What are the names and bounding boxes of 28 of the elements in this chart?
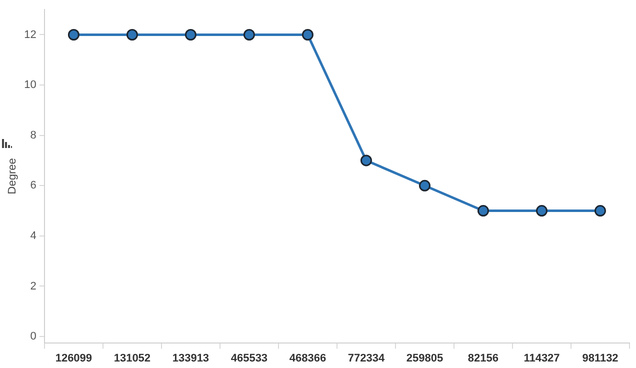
y-tick-label: 2 bbox=[30, 280, 36, 292]
point bbox=[594, 205, 606, 217]
point bbox=[418, 180, 430, 192]
x-tick-label: 133913 bbox=[172, 352, 210, 364]
y-tick-label: 10 bbox=[24, 79, 36, 92]
x-tick-label: 82156 bbox=[468, 352, 499, 364]
y-tick-label: 0 bbox=[30, 330, 36, 343]
y-axis-title: Degree bbox=[6, 158, 19, 194]
x-tick-label: 259805 bbox=[406, 352, 444, 364]
point bbox=[126, 28, 138, 40]
x-tick-label: 468366 bbox=[289, 352, 326, 364]
point bbox=[243, 28, 255, 40]
x-tick-label: 465533 bbox=[230, 352, 268, 364]
y-tick-label: 6 bbox=[30, 180, 36, 192]
x-tick-label: 126099 bbox=[55, 352, 92, 364]
y-tick-label: 8 bbox=[30, 129, 36, 142]
y-tick-label: 12 bbox=[24, 28, 36, 41]
x-tick-label: 114327 bbox=[524, 352, 560, 364]
y-tick-label: 4 bbox=[30, 230, 36, 242]
x-tick-label: 772334 bbox=[348, 352, 386, 364]
x-tick-label: 981132 bbox=[582, 352, 618, 364]
point bbox=[536, 205, 548, 217]
point bbox=[68, 28, 80, 40]
point bbox=[302, 28, 314, 40]
point bbox=[184, 28, 196, 40]
point bbox=[477, 205, 489, 217]
point bbox=[360, 154, 372, 166]
x-tick-label: 131052 bbox=[114, 352, 151, 364]
